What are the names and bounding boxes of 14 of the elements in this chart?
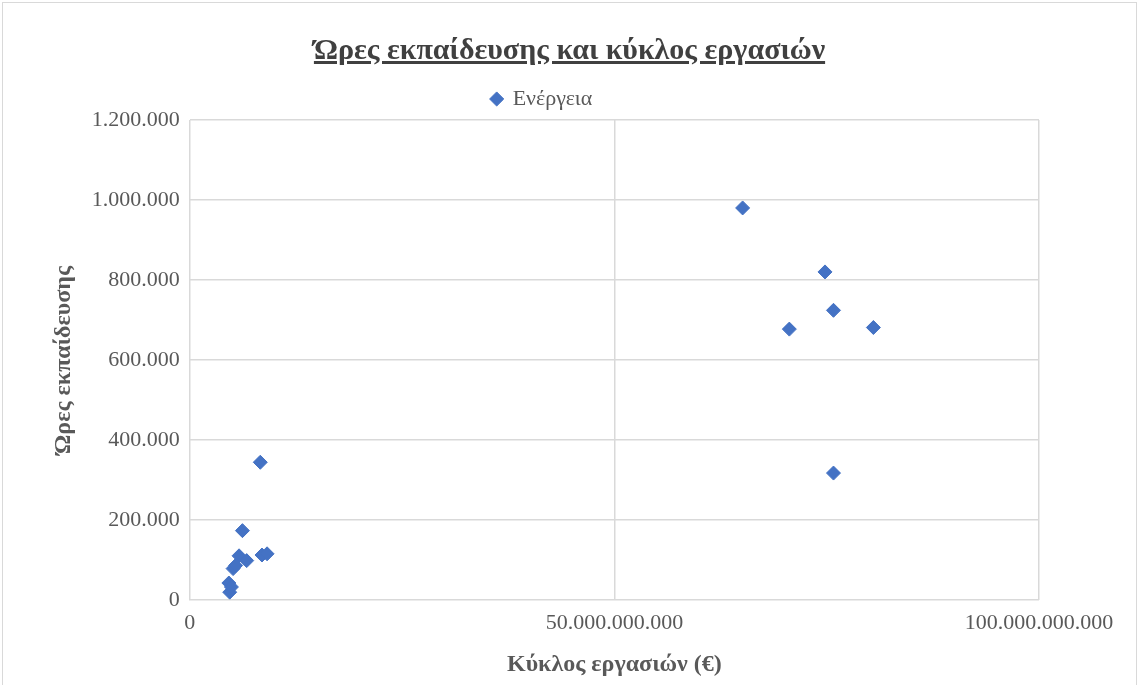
x-tick-label: 100.000.000.000 <box>964 608 1114 634</box>
y-axis-title: Ώρες εκπαίδευσης <box>48 265 75 456</box>
x-tick-label: 0 <box>184 608 196 634</box>
x-tick-label: 50.000.000.000 <box>545 608 684 634</box>
legend-label: Ενέργεια <box>512 84 593 110</box>
y-tick-label: 800.000 <box>108 265 180 291</box>
y-tick-label: 600.000 <box>108 345 180 371</box>
chart-title: Ώρες εκπαίδευσης και κύκλος εργασιών <box>310 32 827 66</box>
y-tick-label: 400.000 <box>108 425 180 451</box>
y-tick-label: 1.000.000 <box>91 185 180 211</box>
x-axis-title: Κύκλος εργασιών (€) <box>506 649 722 676</box>
y-tick-label: 1.200.000 <box>91 105 180 131</box>
y-tick-label: 0 <box>168 585 180 611</box>
y-tick-label: 200.000 <box>108 505 180 531</box>
